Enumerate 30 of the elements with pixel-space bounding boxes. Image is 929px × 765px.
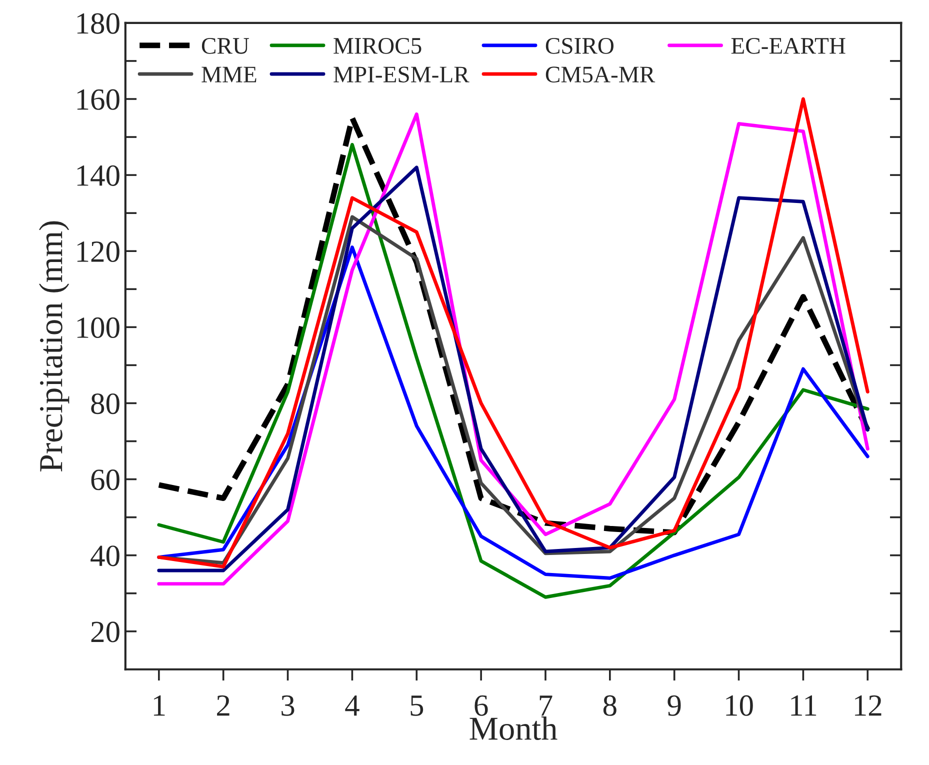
- x-tick-label: 10: [726, 695, 753, 716]
- legend-label: CRU: [202, 38, 250, 54]
- y-tick-label: 80: [91, 393, 120, 414]
- y-tick-label: 60: [91, 470, 120, 490]
- x-tick-label: 12: [855, 695, 882, 716]
- x-tick-label: 8: [603, 695, 616, 716]
- y-tick-label: 20: [91, 622, 120, 642]
- legend-label: MME: [202, 66, 256, 82]
- legend-label: CM5A-MR: [546, 66, 656, 83]
- y-tick-label: 160: [77, 89, 120, 110]
- x-tick-label: 11: [791, 695, 816, 716]
- x-tick-label: 1: [154, 695, 165, 716]
- y-tick-label: 100: [77, 317, 120, 338]
- y-tick-label: 180: [77, 13, 120, 34]
- x-axis-title: Month: [470, 716, 558, 740]
- x-tick-label: 5: [410, 696, 424, 716]
- x-tick-label: 9: [668, 695, 681, 716]
- y-tick-label: 40: [90, 546, 120, 566]
- legend-label: MPI-ESM-LR: [334, 66, 470, 83]
- y-axis-title: Precipitation (mm): [38, 221, 70, 472]
- legend-label: CSIRO: [546, 38, 614, 54]
- x-tick-label: 6: [474, 695, 488, 716]
- legend-label: EC-EARTH: [731, 38, 846, 54]
- legend-label: MIROC5: [334, 38, 422, 54]
- y-tick-label: 140: [77, 165, 120, 186]
- y-tick-label: 120: [77, 241, 120, 262]
- x-tick-label: 7: [540, 696, 552, 716]
- x-tick-label: 4: [345, 695, 360, 716]
- x-tick-label: 2: [217, 695, 230, 716]
- x-tick-label: 3: [282, 695, 294, 716]
